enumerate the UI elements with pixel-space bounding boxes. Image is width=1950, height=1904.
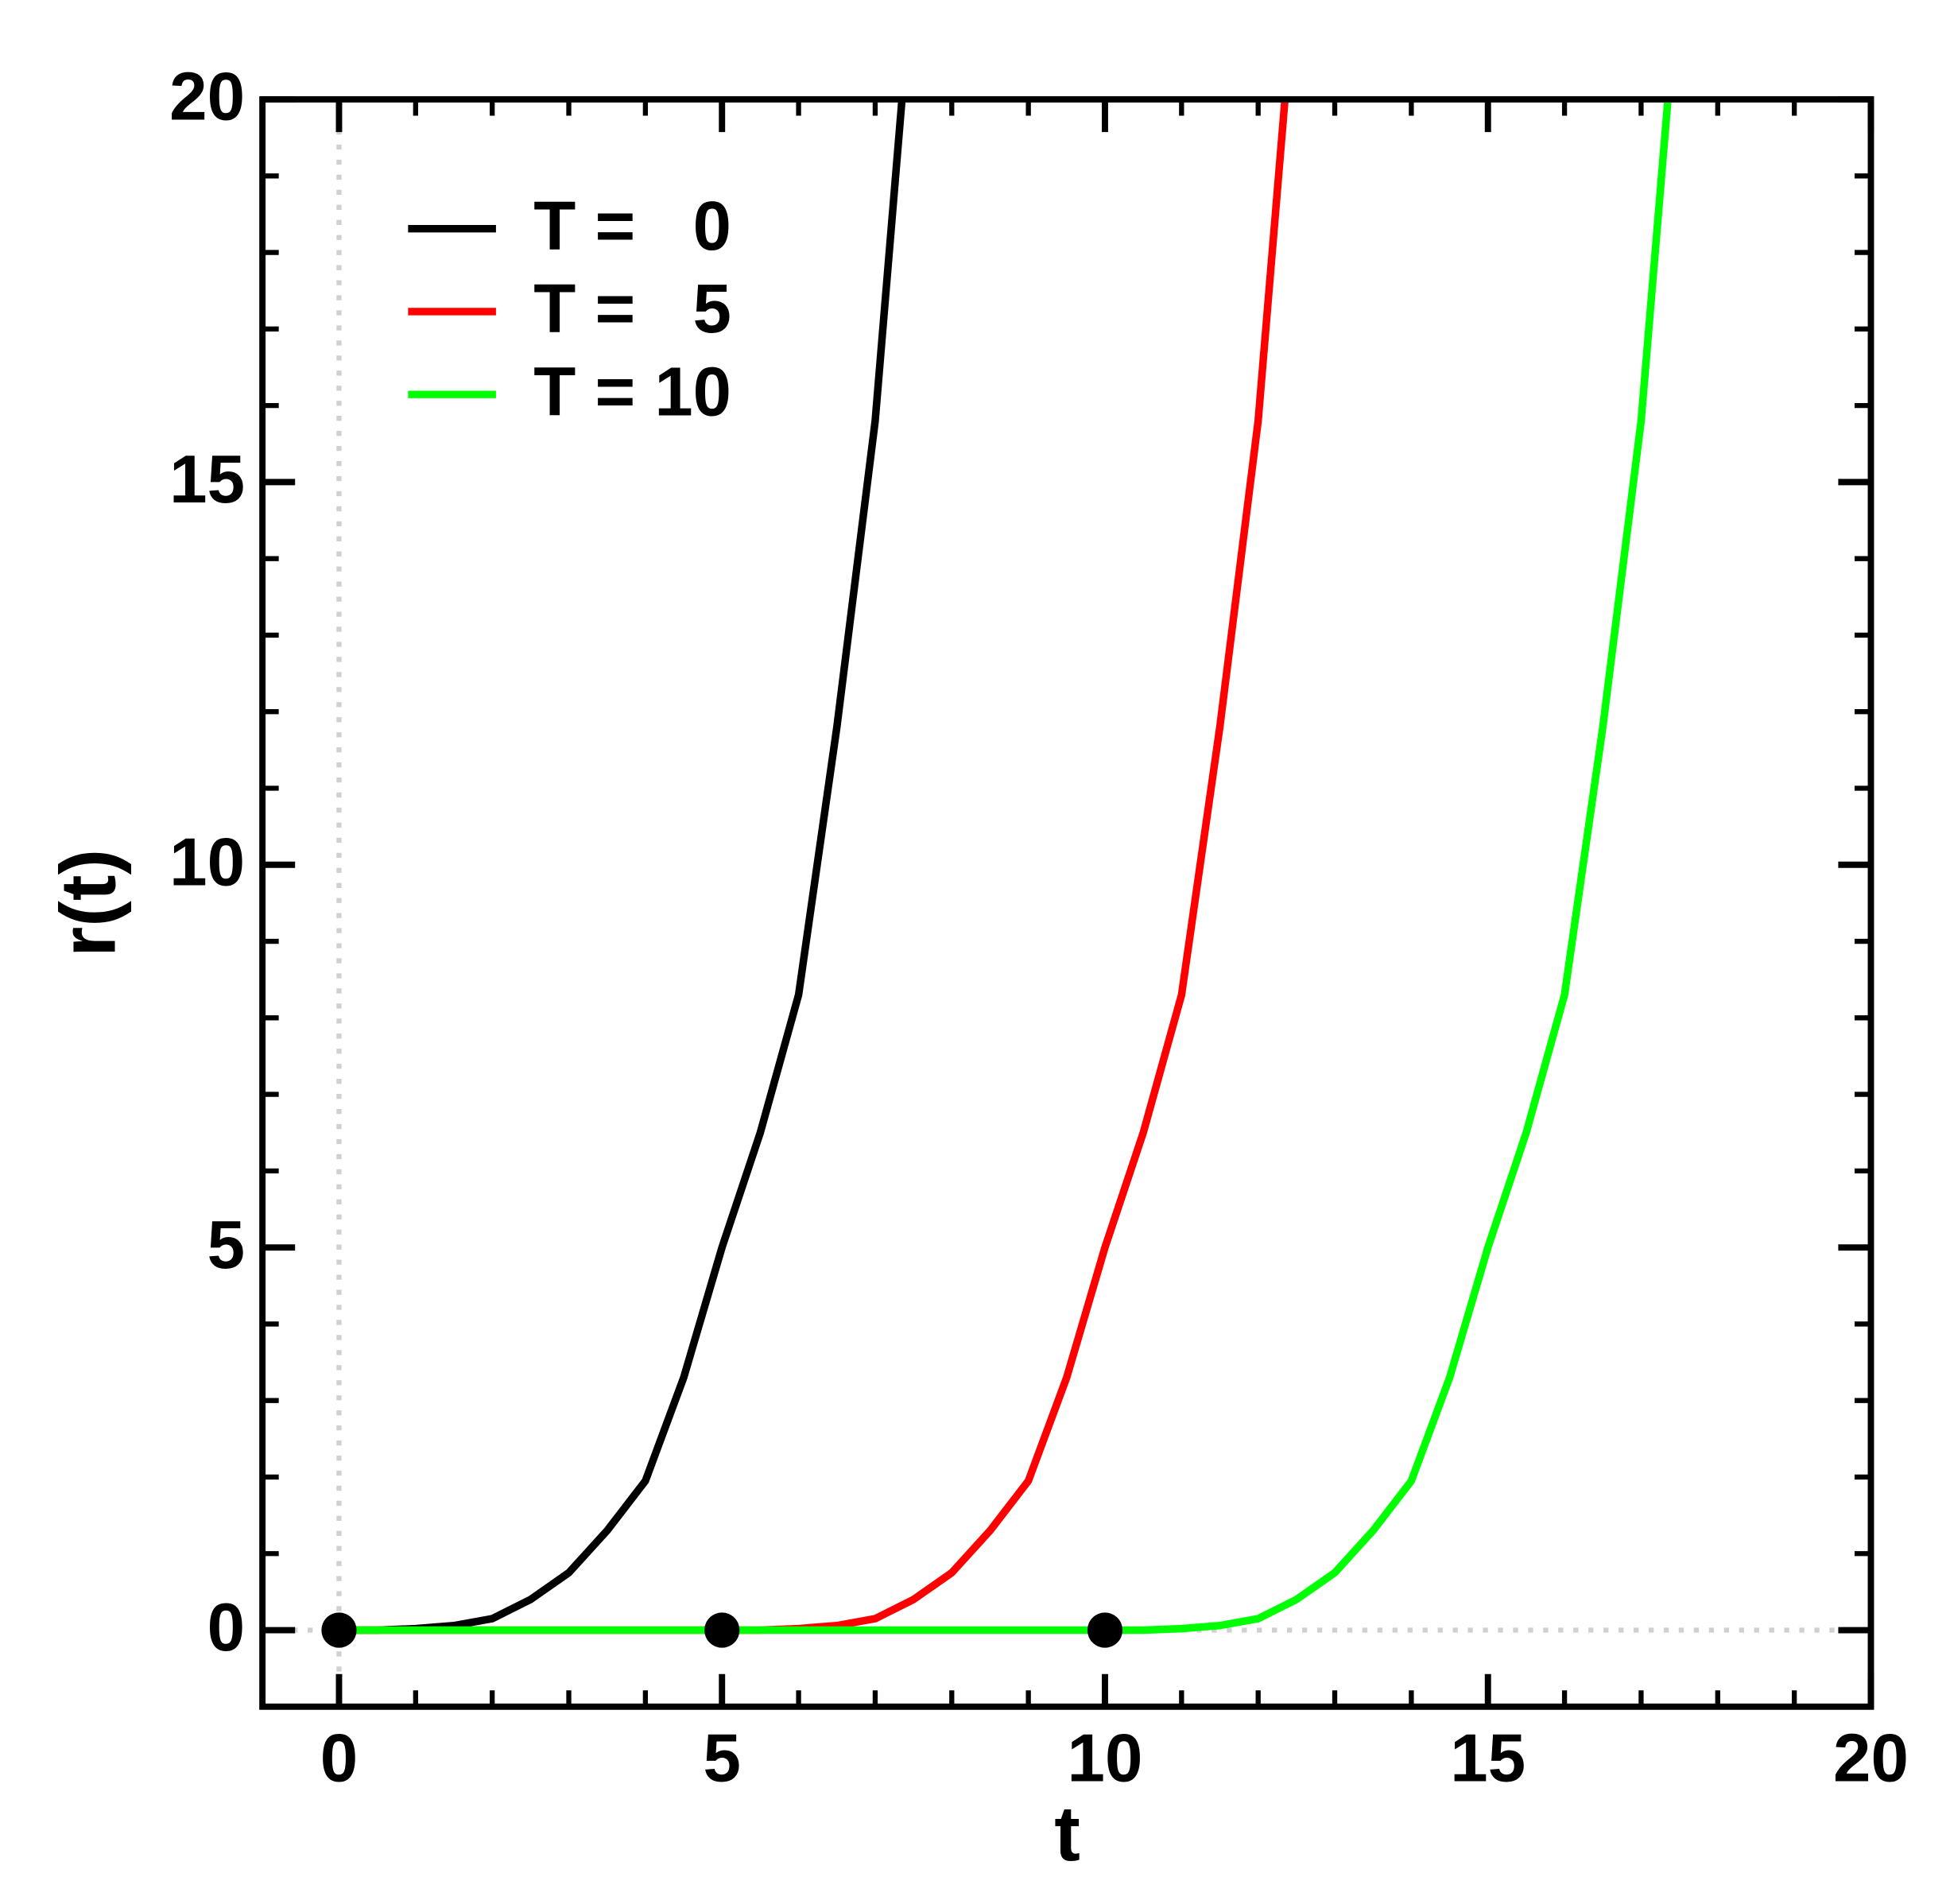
x-tick-label: 0 (320, 1720, 358, 1796)
x-tick-label: 10 (1068, 1720, 1143, 1796)
legend-label: T = 10 (533, 353, 731, 430)
y-tick-label: 15 (169, 442, 245, 518)
y-tick-label: 5 (207, 1208, 245, 1283)
x-axis-label: t (1054, 1790, 1080, 1877)
y-tick-label: 20 (169, 60, 245, 135)
x-tick-label: 15 (1450, 1720, 1525, 1796)
line-series (339, 99, 1672, 1634)
line-series (339, 99, 1289, 1634)
y-tick-label: 0 (207, 1590, 245, 1666)
x-tick-label: 5 (704, 1720, 741, 1796)
point (321, 1612, 357, 1648)
y-tick-label: 10 (169, 824, 245, 900)
legend-label: T = 5 (533, 270, 731, 347)
point (704, 1612, 740, 1648)
legend-label: T = 0 (533, 188, 731, 265)
point (1087, 1612, 1123, 1648)
y-axis-label: r(t) (44, 849, 131, 957)
plot-frame (259, 96, 1874, 1710)
x-tick-label: 20 (1833, 1720, 1909, 1796)
